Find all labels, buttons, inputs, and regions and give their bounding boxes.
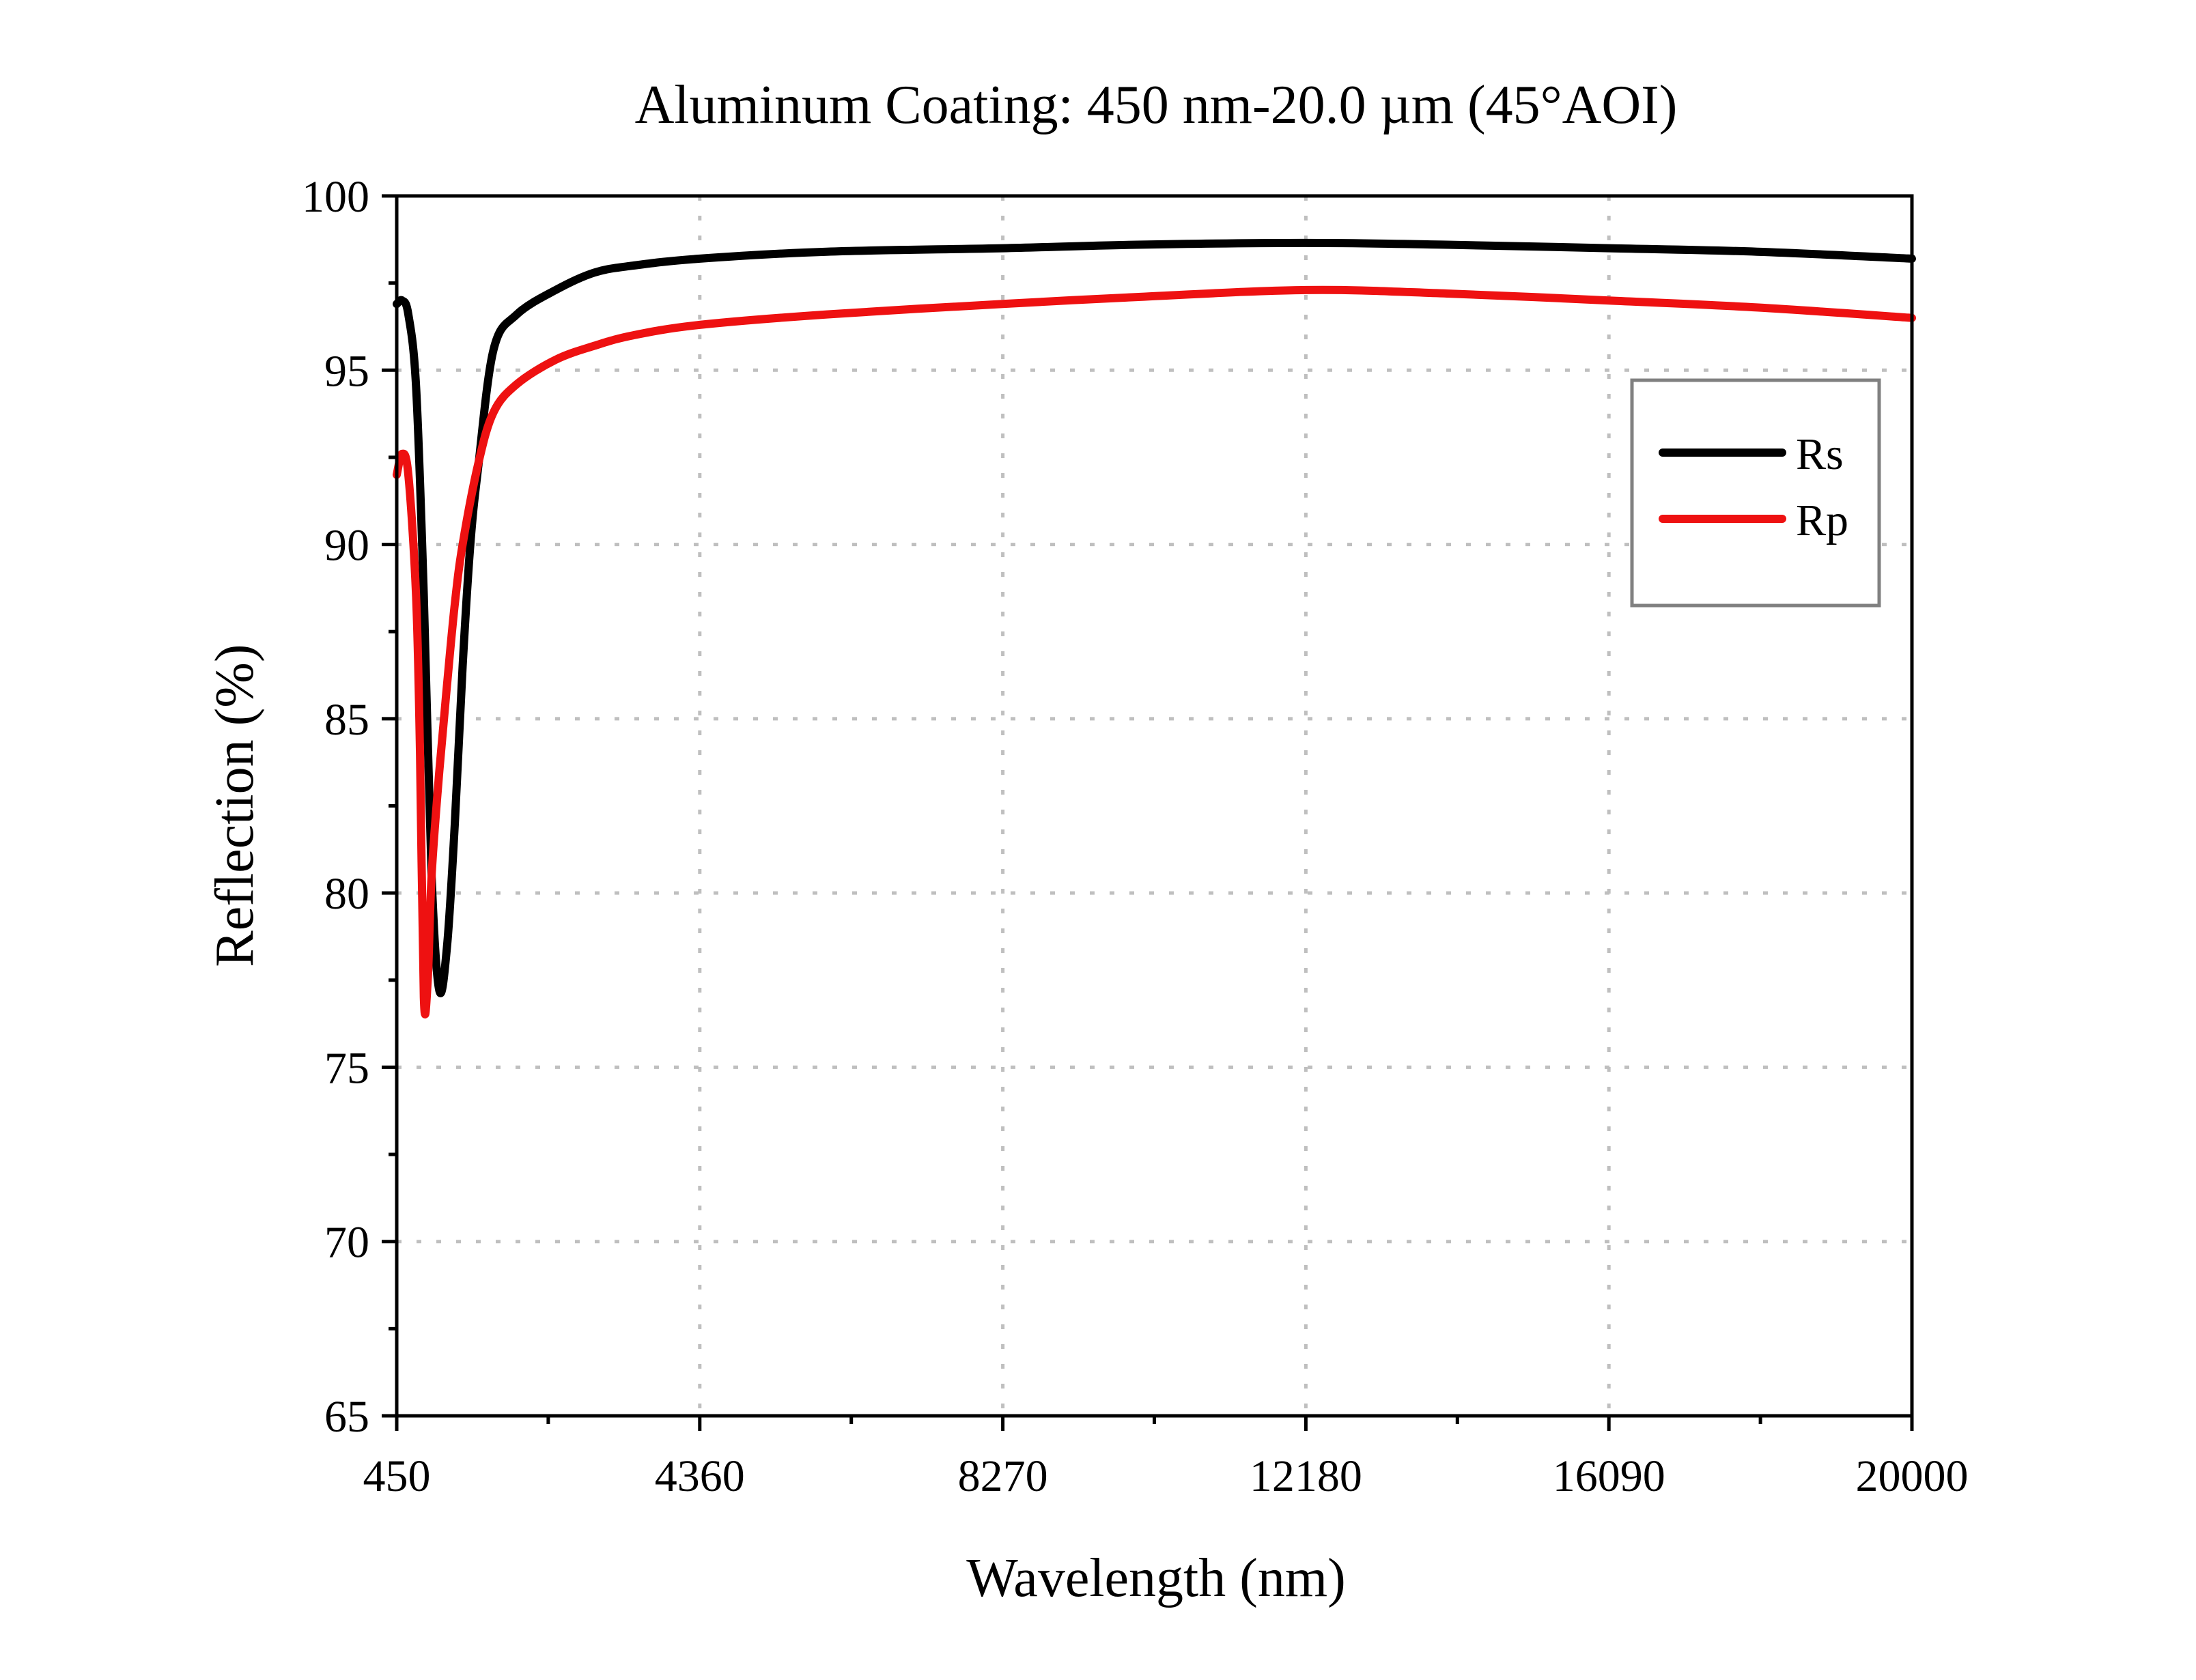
x-tick-label: 16090 bbox=[1553, 1451, 1665, 1501]
y-tick-label: 100 bbox=[302, 172, 369, 222]
legend-label-rs: Rs bbox=[1796, 429, 1844, 479]
y-tick-label: 80 bbox=[324, 869, 369, 919]
series-layer bbox=[393, 238, 1916, 1019]
legend: Rs Rp bbox=[1630, 378, 1881, 608]
y-tick-label: 95 bbox=[324, 346, 369, 396]
y-tick-label: 65 bbox=[324, 1392, 369, 1442]
y-tick-label: 85 bbox=[324, 695, 369, 745]
legend-box bbox=[1630, 378, 1881, 608]
x-axis-label: Wavelength (nm) bbox=[966, 1548, 1346, 1608]
legend-label-rp: Rp bbox=[1796, 496, 1848, 545]
y-tick-label: 90 bbox=[324, 521, 369, 571]
ticks: 65 70 75 80 85 90 95 100 450 4360 8270 12180 16090 20… bbox=[302, 172, 1969, 1501]
y-tick-label: 70 bbox=[324, 1218, 369, 1268]
y-axis-label: Reflection (%) bbox=[205, 644, 265, 967]
y-tick-label: 75 bbox=[324, 1043, 369, 1093]
chart-title: Aluminum Coating: 450 nm-20.0 µm (45°AOI… bbox=[635, 75, 1678, 135]
x-tick-label: 12180 bbox=[1250, 1451, 1362, 1501]
x-tick-label: 20000 bbox=[1856, 1451, 1969, 1501]
x-tick-label: 450 bbox=[363, 1451, 431, 1501]
x-tick-label: 8270 bbox=[958, 1451, 1048, 1501]
x-tick-label: 4360 bbox=[655, 1451, 745, 1501]
series-line-rp bbox=[393, 285, 1916, 1019]
series-line-rs bbox=[393, 238, 1916, 997]
